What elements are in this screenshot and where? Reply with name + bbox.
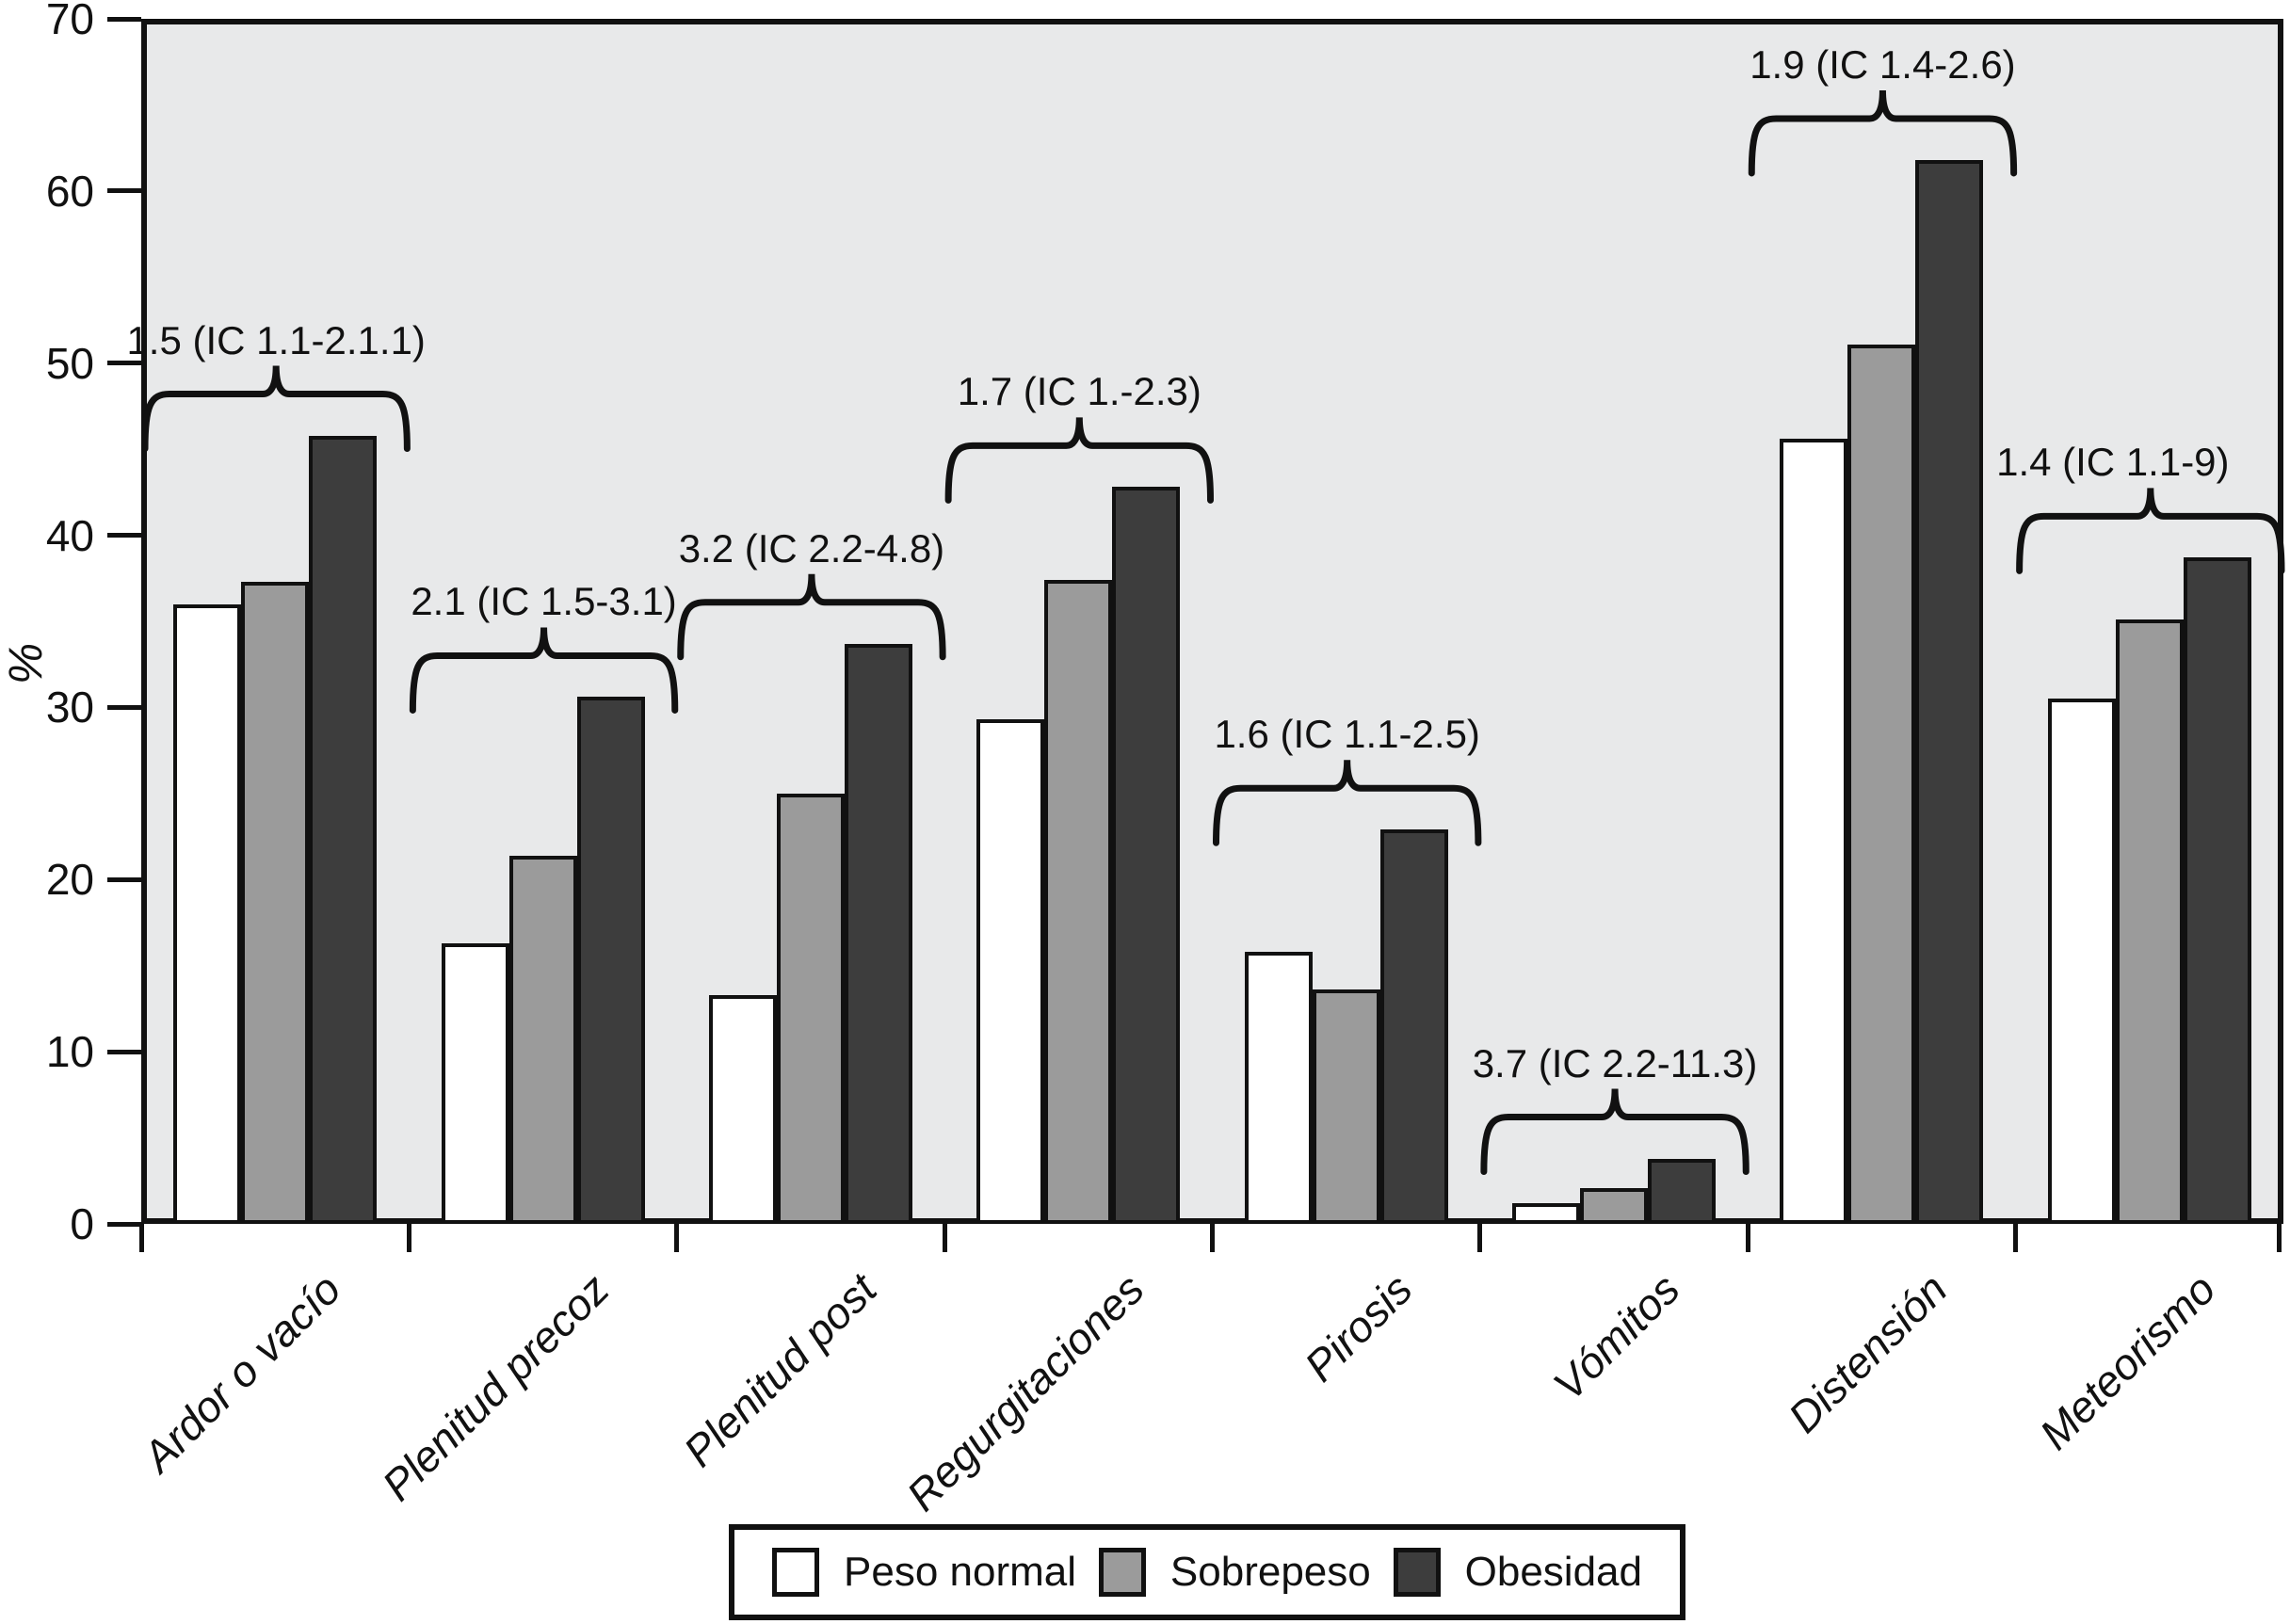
bar-sobrepeso: [1847, 344, 1916, 1224]
bar-obesidad: [2183, 557, 2251, 1224]
annotation-label: 3.2 (IC 2.2-4.8): [678, 525, 945, 571]
bar-obesidad: [1379, 829, 1448, 1224]
y-tick-mark: [107, 361, 141, 366]
annotation-label: 1.5 (IC 1.1-2.1.1): [126, 317, 426, 362]
y-tick-label: 60: [45, 166, 94, 216]
bar-peso-normal: [1780, 439, 1848, 1224]
bar-obesidad: [1648, 1158, 1717, 1224]
bar-obesidad: [576, 697, 645, 1224]
y-tick-mark: [107, 16, 141, 22]
y-tick-label: 70: [45, 0, 94, 43]
bar-peso-normal: [173, 603, 242, 1224]
y-tick-label: 0: [70, 1199, 94, 1248]
category-label: Meteorismo: [2029, 1263, 2225, 1459]
y-tick-mark: [107, 1221, 141, 1227]
legend-item: Sobrepeso: [1098, 1548, 1371, 1597]
bar-sobrepeso: [1580, 1187, 1649, 1224]
legend-swatch-icon: [1098, 1548, 1146, 1597]
annotation-label: 2.1 (IC 1.5-3.1): [411, 579, 677, 624]
bar-obesidad: [309, 435, 378, 1224]
x-tick-mark: [1210, 1224, 1215, 1252]
legend-label: Obesidad: [1464, 1549, 1642, 1595]
annotation-label: 1.9 (IC 1.4-2.6): [1750, 41, 2016, 87]
bar-peso-normal: [1512, 1203, 1581, 1224]
annotation-label: 3.7 (IC 2.2-11.3): [1472, 1040, 1758, 1085]
bar-peso-normal: [441, 942, 509, 1224]
x-tick-mark: [1745, 1224, 1750, 1252]
y-tick-mark: [107, 704, 141, 710]
bar-sobrepeso: [1044, 580, 1113, 1224]
bar-obesidad: [1112, 487, 1181, 1224]
y-axis-label: %: [0, 642, 53, 685]
bar-peso-normal: [708, 994, 777, 1224]
bar-obesidad: [1915, 159, 1984, 1224]
legend-box: Peso normal Sobrepeso Obesidad: [729, 1524, 1685, 1620]
bar-peso-normal: [976, 719, 1045, 1224]
legend-swatch-icon: [1393, 1548, 1441, 1597]
y-tick-label: 10: [45, 1027, 94, 1077]
legend-swatch-icon: [772, 1548, 819, 1597]
y-tick-mark: [107, 876, 141, 882]
category-label: Distensión: [1779, 1263, 1958, 1442]
y-tick-mark: [107, 188, 141, 194]
legend-item: Peso normal: [772, 1548, 1076, 1597]
x-tick-mark: [2276, 1224, 2282, 1252]
x-tick-mark: [406, 1224, 411, 1252]
x-tick-mark: [942, 1224, 947, 1252]
legend-label: Peso normal: [844, 1549, 1077, 1595]
x-tick-mark: [1477, 1224, 1483, 1252]
category-label: Plenitud precoz: [372, 1263, 619, 1510]
y-tick-label: 30: [45, 683, 94, 732]
bar-sobrepeso: [241, 581, 310, 1224]
bar-sobrepeso: [1312, 989, 1380, 1224]
legend-label: Sobrepeso: [1169, 1549, 1371, 1595]
x-tick-mark: [138, 1224, 144, 1252]
x-tick-mark: [674, 1224, 680, 1252]
x-tick-mark: [2013, 1224, 2019, 1252]
bar-sobrepeso: [508, 855, 577, 1224]
category-label: Ardor o vacío: [133, 1263, 350, 1482]
bar-peso-normal: [1244, 952, 1313, 1224]
annotation-label: 1.4 (IC 1.1-9): [1996, 440, 2230, 485]
bar-sobrepeso: [2115, 619, 2184, 1224]
annotation-label: 1.7 (IC 1.-2.3): [957, 369, 1201, 414]
y-tick-mark: [107, 1049, 141, 1054]
bar-sobrepeso: [776, 793, 845, 1224]
y-tick-label: 20: [45, 855, 94, 905]
legend-item: Obesidad: [1393, 1548, 1642, 1597]
y-tick-label: 40: [45, 510, 94, 560]
bar-obesidad: [844, 643, 912, 1224]
y-tick-mark: [107, 533, 141, 539]
bar-peso-normal: [2047, 699, 2116, 1224]
y-tick-label: 50: [45, 338, 94, 388]
annotation-label: 1.6 (IC 1.1-2.5): [1214, 712, 1480, 757]
